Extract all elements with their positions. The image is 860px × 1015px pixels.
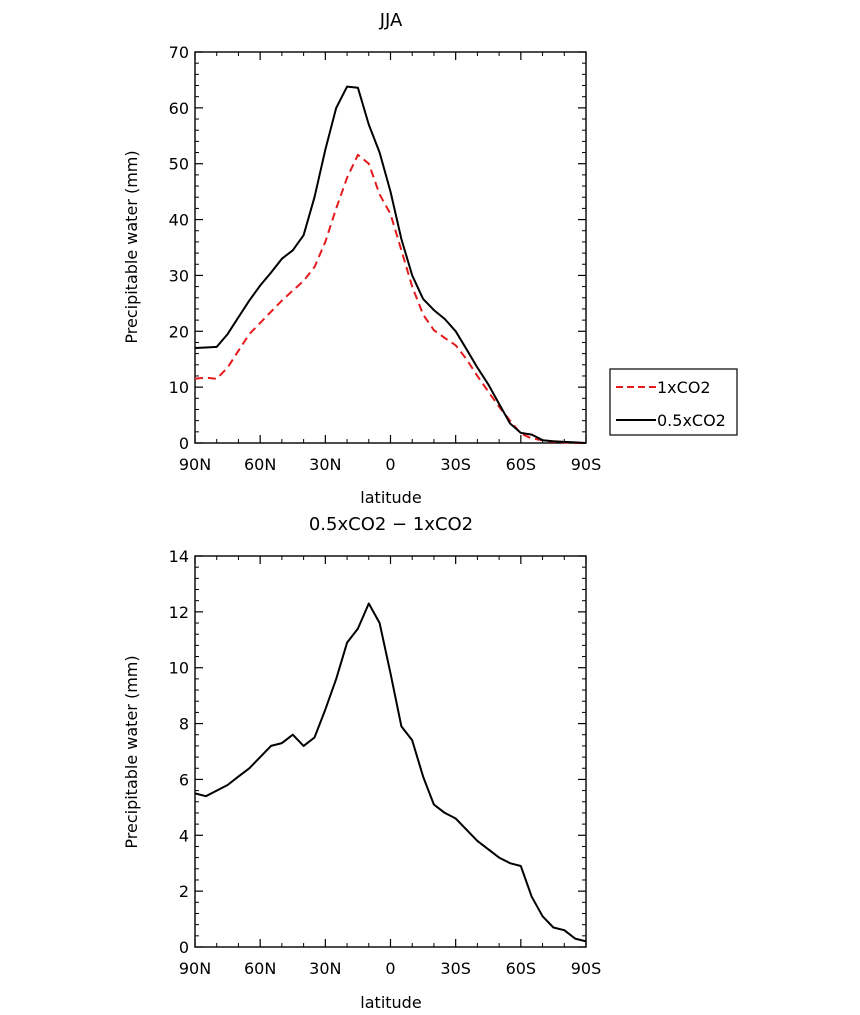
x-tick-label: 60N (244, 455, 276, 474)
legend-label-1xco2: 1xCO2 (657, 378, 711, 397)
x-tick-label: 30S (440, 959, 471, 978)
top-chart-y-axis-label: Precipitable water (mm) (122, 150, 141, 343)
legend-frame (609, 368, 738, 436)
series-line-difference (194, 602, 587, 943)
x-tick-label: 60S (506, 455, 537, 474)
y-tick-label: 8 (179, 715, 189, 734)
top-chart-series-layer (194, 85, 587, 444)
x-tick-label: 90N (179, 455, 211, 474)
y-tick-label: 30 (169, 266, 189, 285)
series-line-1xco2 (194, 153, 586, 444)
x-tick-label: 60N (244, 959, 276, 978)
x-tick-label: 30S (440, 455, 471, 474)
y-tick-label: 4 (179, 826, 189, 845)
y-tick-label: 40 (169, 211, 189, 230)
y-tick-label: 6 (179, 770, 189, 789)
x-tick-label: 90N (179, 959, 211, 978)
y-tick-label: 70 (169, 43, 189, 62)
x-tick-label: 0 (385, 455, 395, 474)
y-tick-label: 60 (169, 99, 189, 118)
y-tick-label: 10 (169, 659, 189, 678)
x-tick-label: 90S (571, 455, 602, 474)
y-tick-label: 50 (169, 155, 189, 174)
y-tick-label: 0 (179, 434, 189, 453)
top-chart-plot-frame (194, 51, 587, 444)
top-chart-legend: 1xCO2 0.5xCO2 (609, 368, 738, 436)
x-tick-label: 0 (385, 959, 395, 978)
bottom-chart-x-axis-label: latitude (360, 993, 421, 1012)
top-chart-x-axis-label: latitude (360, 488, 421, 507)
bottom-chart-plot-frame (194, 555, 587, 948)
bottom-chart-title: 0.5xCO2 − 1xCO2 (309, 514, 473, 535)
bottom-chart-panel: 0.5xCO2 − 1xCO2 90N 60N 30N 0 30S 60S 90S 0 2 4 6 8… (122, 514, 601, 1012)
bottom-chart-series-layer (194, 602, 587, 943)
y-tick-label: 2 (179, 882, 189, 901)
y-tick-label: 20 (169, 322, 189, 341)
top-chart-panel: JJA 90N 60N 30N 0 30S 60S 90S 0 10 20 30 40 50 60 70 l… (122, 10, 738, 507)
y-tick-label: 12 (169, 603, 189, 622)
x-tick-label: 30N (309, 455, 341, 474)
legend-label-0.5xco2: 0.5xCO2 (657, 411, 726, 430)
top-chart-ticks: 90N 60N 30N 0 30S 60S 90S 0 10 20 30 40 50 60 70 (169, 43, 602, 474)
series-line-0.5xco2 (194, 85, 587, 444)
bottom-chart-y-axis-label: Precipitable water (mm) (122, 655, 141, 848)
bottom-chart-ticks: 90N 60N 30N 0 30S 60S 90S 0 2 4 6 8 10 12 14 (169, 547, 602, 978)
x-tick-label: 30N (309, 959, 341, 978)
y-tick-label: 10 (169, 378, 189, 397)
y-tick-label: 14 (169, 547, 189, 566)
y-tick-label: 0 (179, 938, 189, 957)
x-tick-label: 90S (571, 959, 602, 978)
x-tick-label: 60S (506, 959, 537, 978)
top-chart-title: JJA (379, 10, 403, 31)
